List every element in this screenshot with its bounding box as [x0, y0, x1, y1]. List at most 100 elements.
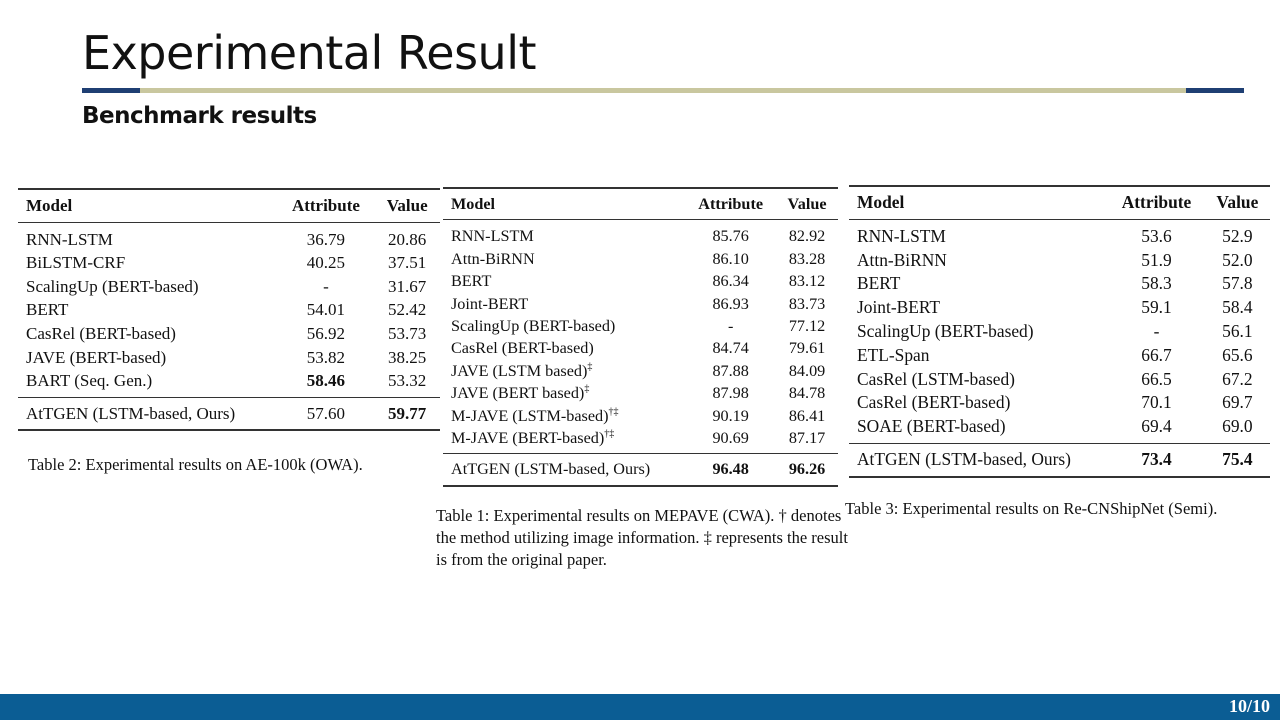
value-cell: 52.9 [1222, 225, 1253, 246]
slide-title: Experimental Result [82, 26, 537, 80]
model-cell: BART (Seq. Gen.) [26, 371, 153, 391]
value-cell: 53.73 [388, 323, 427, 343]
footnote-mark: †‡ [604, 428, 615, 440]
value-cell: 77.12 [788, 317, 826, 336]
model-cell: RNN-LSTM [451, 227, 534, 246]
attribute-cell: 58.3 [1141, 273, 1172, 294]
value-cell: 83.28 [788, 249, 826, 268]
attribute-cell: 86.93 [712, 294, 749, 313]
value-cell: 38.25 [388, 347, 427, 367]
table-row: RNN-LSTM 53.6 52.9 [849, 219, 1270, 248]
attribute-cell: 90.69 [712, 429, 749, 448]
model-cell: ScalingUp (BERT-based) [451, 317, 616, 336]
table-row: JAVE (BERT-based) 53.82 38.25 [18, 346, 440, 370]
column-header-attribute: Attribute [291, 196, 360, 215]
table-row: ETL-Span 66.7 65.6 [849, 344, 1270, 368]
table-row-ours: AtTGEN (LSTM-based, Ours) 96.48 96.26 [443, 453, 838, 486]
value-cell: 86.41 [788, 406, 826, 425]
model-cell: Attn-BiRNN [451, 249, 535, 268]
attribute-cell: - [727, 317, 734, 336]
table-row: ScalingUp (BERT-based) - 77.12 [443, 315, 838, 337]
model-cell: AtTGEN (LSTM-based, Ours) [451, 460, 651, 479]
table-row: ScalingUp (BERT-based) - 31.67 [18, 275, 440, 299]
attribute-cell: 53.6 [1141, 225, 1172, 246]
title-rule-left [82, 88, 140, 93]
attribute-cell: 84.74 [712, 339, 749, 358]
model-cell: CasRel (BERT-based) [26, 323, 176, 343]
table-header-row: Model Attribute Value [849, 186, 1270, 220]
table-ae-100k: Model Attribute Value RNN-LSTM 36.79 20.86… [18, 188, 440, 431]
attribute-cell: 66.5 [1141, 368, 1172, 389]
table-row: SOAE (BERT-based) 69.4 69.0 [849, 415, 1270, 443]
model-cell: Attn-BiRNN [857, 249, 947, 270]
value-cell: 37.51 [388, 253, 427, 273]
value-cell: 84.09 [788, 361, 826, 380]
model-cell: JAVE (LSTM based)‡ [451, 361, 593, 380]
table-row: BERT 54.01 52.42 [18, 298, 440, 322]
value-cell: 65.6 [1222, 344, 1253, 365]
attribute-cell: 86.34 [712, 272, 749, 291]
title-rule-right [1186, 88, 1244, 93]
table-header-row: Model Attribute Value [18, 189, 440, 223]
attribute-cell-best: 96.48 [712, 460, 749, 479]
attribute-cell: 57.60 [306, 403, 346, 423]
table-header-row: Model Attribute Value [443, 188, 838, 220]
value-cell: 69.7 [1222, 392, 1253, 413]
value-cell: 83.73 [788, 294, 826, 313]
table-caption-ae-100k: Table 2: Experimental results on AE-100k… [28, 455, 363, 474]
model-cell: BERT [451, 272, 492, 291]
column-header-attribute: Attribute [1121, 192, 1192, 212]
table-row: BART (Seq. Gen.) 58.46 53.32 [18, 369, 440, 397]
footnote-mark: †‡ [608, 406, 619, 418]
model-cell: JAVE (BERT-based) [26, 347, 167, 367]
column-header-value: Value [386, 196, 428, 215]
attribute-cell: 66.7 [1141, 344, 1172, 365]
table-row: BiLSTM-CRF 40.25 37.51 [18, 251, 440, 275]
value-cell: 52.42 [388, 300, 427, 320]
table-row: RNN-LSTM 85.76 82.92 [443, 220, 838, 248]
table-row: CasRel (LSTM-based) 66.5 67.2 [849, 368, 1270, 392]
value-cell-best: 96.26 [788, 460, 826, 479]
model-cell: CasRel (BERT-based) [857, 392, 1011, 413]
value-cell: 84.78 [788, 384, 826, 403]
attribute-cell: 36.79 [306, 229, 346, 249]
value-cell: 57.8 [1222, 273, 1253, 294]
footnote-mark: ‡ [587, 361, 593, 373]
attribute-cell: 69.4 [1141, 416, 1172, 437]
model-cell: M-JAVE (LSTM-based)†‡ [451, 406, 619, 425]
attribute-cell: 54.01 [306, 300, 346, 320]
table-row: M-JAVE (LSTM-based)†‡ 90.19 86.41 [443, 405, 838, 427]
model-cell: BiLSTM-CRF [26, 253, 126, 273]
value-cell-best: 59.77 [388, 403, 427, 423]
value-cell: 87.17 [788, 429, 826, 448]
value-cell: 20.86 [388, 229, 427, 249]
attribute-cell-best: 58.46 [306, 371, 346, 391]
page-number: 10/10 [1228, 696, 1270, 716]
table-row: Joint-BERT 86.93 83.73 [443, 293, 838, 315]
attribute-cell: 86.10 [712, 249, 749, 268]
model-cell: BERT [26, 300, 69, 320]
model-cell: M-JAVE (BERT-based)†‡ [451, 428, 615, 448]
table-row: CasRel (BERT-based) 56.92 53.73 [18, 322, 440, 346]
table-row: M-JAVE (BERT-based)†‡ 90.69 87.17 [443, 427, 838, 454]
column-header-model: Model [451, 195, 496, 213]
model-cell: ETL-Span [857, 344, 930, 365]
value-cell: 52.0 [1222, 249, 1253, 270]
table-row: Joint-BERT 59.1 58.4 [849, 296, 1270, 320]
table-mepave: Model Attribute Value RNN-LSTM 85.76 82.92… [443, 187, 838, 487]
value-cell: 79.61 [788, 339, 826, 358]
attribute-cell: 40.25 [306, 253, 346, 273]
attribute-cell: 85.76 [712, 227, 749, 246]
table-row: BERT 58.3 57.8 [849, 272, 1270, 296]
table-re-cnshipnet: Model Attribute Value RNN-LSTM 53.6 52.9 A… [849, 185, 1270, 478]
value-cell: 69.0 [1222, 416, 1253, 437]
slide-subtitle: Benchmark results [82, 103, 317, 129]
column-header-value: Value [787, 195, 827, 213]
table-row: RNN-LSTM 36.79 20.86 [18, 222, 440, 251]
model-cell: SOAE (BERT-based) [857, 416, 1006, 437]
model-cell: BERT [857, 273, 901, 294]
attribute-cell-best: 73.4 [1141, 448, 1172, 469]
footnote-mark: ‡ [584, 383, 590, 395]
value-cell: 56.1 [1222, 320, 1253, 341]
attribute-cell: 53.82 [306, 347, 346, 367]
